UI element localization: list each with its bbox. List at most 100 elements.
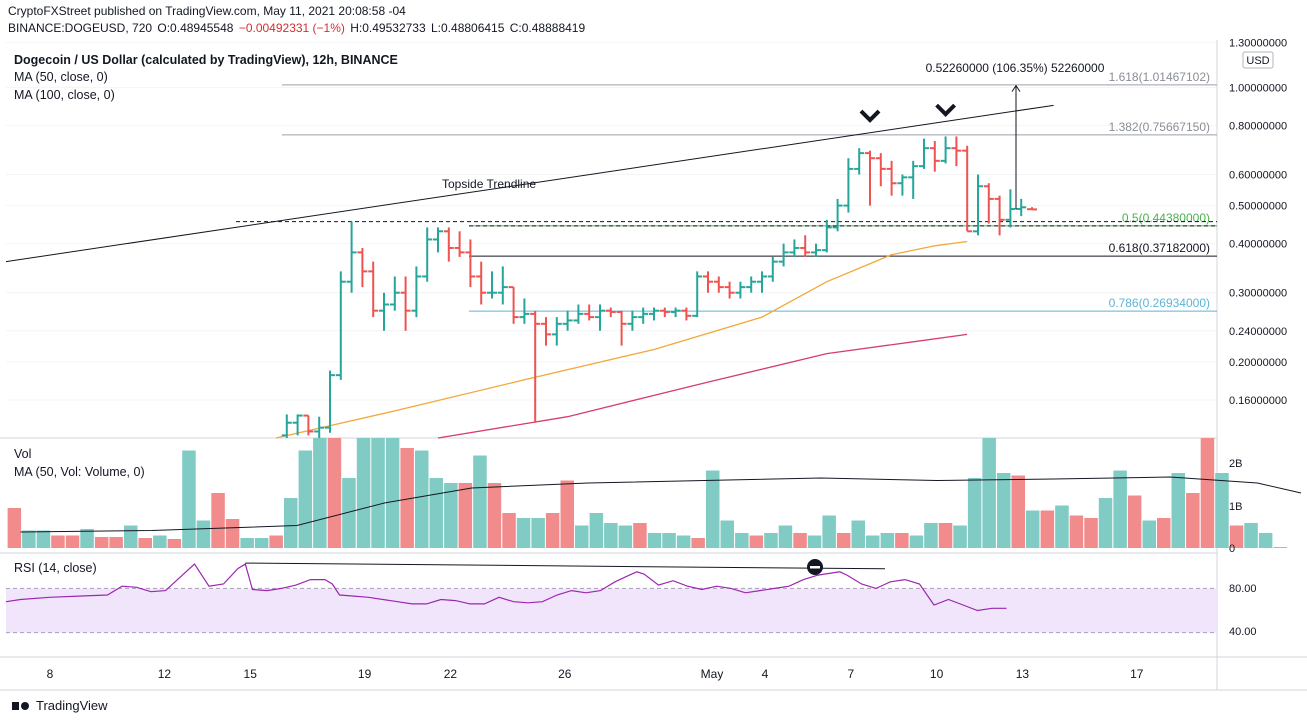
time-tick-label: 13 xyxy=(1016,667,1030,681)
candle xyxy=(746,276,757,293)
volume-bar xyxy=(545,513,560,548)
volume-bar xyxy=(269,535,283,548)
candle xyxy=(1016,198,1027,217)
volume-bar xyxy=(822,515,836,548)
candle xyxy=(616,310,627,346)
rsi-tick-label: 40.00 xyxy=(1229,626,1257,638)
candle xyxy=(584,304,595,321)
fib-label: 0.5(0.44380000) xyxy=(1122,211,1210,225)
vol-legend[interactable]: Vol xyxy=(14,447,32,461)
volume-bar xyxy=(1229,525,1244,548)
volume-bar xyxy=(938,523,953,548)
price-tick-label: 0.20000000 xyxy=(1229,357,1287,369)
volume-bar xyxy=(487,483,502,548)
time-tick-label: 8 xyxy=(47,667,54,681)
rsi-legend[interactable]: RSI (14, close) xyxy=(14,561,97,575)
candle xyxy=(670,307,681,318)
time-tick-label: 19 xyxy=(358,667,372,681)
candle xyxy=(1027,207,1037,211)
volume-bar xyxy=(1244,523,1258,548)
trendline-label: Topside Trendline xyxy=(442,177,536,191)
rsi-band xyxy=(6,588,1217,633)
publish-line: CryptoFXStreet published on TradingView.… xyxy=(8,4,406,18)
candle xyxy=(476,261,487,305)
volume-bar xyxy=(342,478,356,548)
candle xyxy=(281,414,292,438)
volume-bar xyxy=(516,518,531,548)
candle xyxy=(443,227,454,262)
footer-brand[interactable]: TradingView xyxy=(12,698,108,713)
vol-ma-legend[interactable]: MA (50, Vol: Volume, 0) xyxy=(14,465,145,479)
candle xyxy=(832,198,843,232)
price-tick-label: 0.16000000 xyxy=(1229,395,1287,407)
candle xyxy=(400,276,411,331)
volume-bar xyxy=(589,513,604,548)
candle xyxy=(595,304,605,331)
fib-label: 0.618(0.37182000) xyxy=(1109,241,1210,255)
candle xyxy=(659,307,670,318)
volume-bar xyxy=(22,530,36,548)
chart-title[interactable]: Dogecoin / US Dollar (calculated by Trad… xyxy=(14,53,398,67)
time-tick-label: 7 xyxy=(847,667,854,681)
change-value: −0.00492331 (−1%) xyxy=(238,21,345,35)
brand-name: TradingView xyxy=(36,698,108,713)
volume-bar xyxy=(836,533,851,548)
time-tick-label: 12 xyxy=(158,667,172,681)
price-tick-label: 0.40000000 xyxy=(1229,239,1287,251)
candle xyxy=(897,174,908,196)
volume-bar xyxy=(109,537,123,548)
volume-bar xyxy=(778,525,793,548)
volume-bar xyxy=(444,483,458,548)
volume-bar xyxy=(1171,473,1185,548)
volume-bar xyxy=(1157,518,1171,548)
ma100-legend[interactable]: MA (100, close, 0) xyxy=(14,88,115,102)
volume-bar xyxy=(1186,493,1200,548)
volume-bar xyxy=(1011,475,1025,548)
volume-bar xyxy=(284,498,298,548)
candle xyxy=(821,219,832,253)
volume-bar xyxy=(604,523,618,548)
volume-bar xyxy=(429,478,443,548)
pane-separators xyxy=(0,40,1307,691)
ma50-legend[interactable]: MA (50, close, 0) xyxy=(14,70,108,84)
volume-bar xyxy=(531,518,545,548)
rsi-divergence-line xyxy=(245,562,886,570)
candle xyxy=(335,271,346,380)
candle xyxy=(886,160,897,196)
candle xyxy=(757,271,767,293)
volume-bar xyxy=(866,535,880,548)
candle xyxy=(519,298,530,324)
moving-averages xyxy=(275,240,968,439)
candle xyxy=(940,136,951,164)
time-tick-label: 26 xyxy=(558,667,572,681)
rsi-tick-label: 80.00 xyxy=(1229,583,1257,595)
fib-levels: 1.618(1.01467102) 1.382(0.75667150) 0.5(0.… xyxy=(5,70,1217,312)
volume-bar xyxy=(385,438,400,548)
volume-bar xyxy=(182,450,196,548)
volume-bar xyxy=(51,535,65,548)
volume-bar xyxy=(371,438,385,548)
candle xyxy=(681,307,692,321)
low-value: L:0.48806415 xyxy=(431,21,505,35)
ma50-line xyxy=(275,240,968,439)
candle xyxy=(951,136,962,167)
candle xyxy=(854,148,865,175)
ma100-line xyxy=(437,333,968,439)
candle xyxy=(465,239,476,288)
time-tick-label: 15 xyxy=(244,667,258,681)
volume-bar xyxy=(676,535,691,548)
candle xyxy=(497,266,508,305)
volume-bar xyxy=(997,473,1011,548)
candles xyxy=(281,136,1037,438)
price-tick-label: 0.24000000 xyxy=(1229,326,1287,338)
measure-label: 0.52260000 (106.35%) 52260000 xyxy=(926,61,1105,75)
candle xyxy=(865,150,875,206)
volume-bar xyxy=(764,533,778,548)
volume-bar xyxy=(7,508,22,548)
price-tick-label: 0.80000000 xyxy=(1229,120,1287,132)
candle xyxy=(573,304,584,324)
volume-tick-label: 2B xyxy=(1229,458,1242,470)
time-tick-label: 22 xyxy=(444,667,458,681)
candle xyxy=(325,370,335,433)
